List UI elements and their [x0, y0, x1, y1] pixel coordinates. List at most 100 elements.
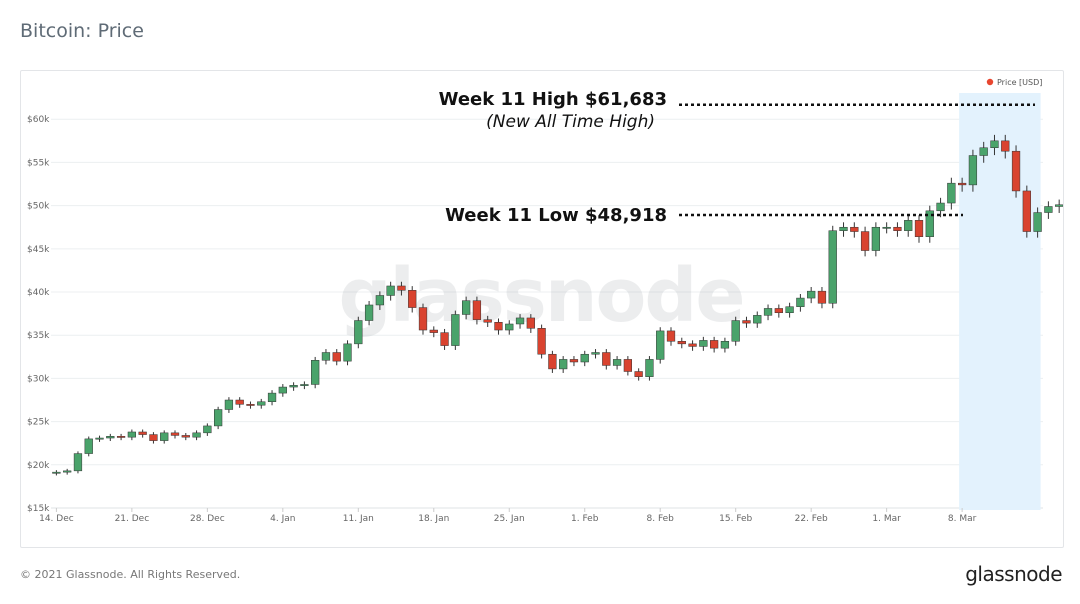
candle — [192, 432, 201, 438]
candle — [817, 290, 827, 304]
candle — [138, 431, 147, 435]
candle — [332, 352, 341, 362]
x-tick-label: 8. Mar — [948, 514, 977, 524]
candle — [418, 307, 428, 331]
candle — [580, 353, 589, 363]
candles — [52, 134, 1063, 476]
candle — [149, 434, 158, 441]
candle — [731, 320, 740, 342]
legend[interactable]: Price [USD] — [986, 78, 1043, 87]
candle — [774, 308, 783, 314]
candle — [828, 230, 837, 304]
candle — [95, 437, 104, 440]
week-11-low-label: Week 11 Low $48,918 — [445, 205, 667, 226]
candle — [569, 359, 579, 363]
candle — [515, 317, 525, 325]
candle — [343, 343, 352, 362]
x-axis: 14. Dec 21. Dec 28. Dec 4. Jan 11. Jan 18. Ja… — [39, 508, 977, 524]
candle — [526, 317, 535, 329]
x-tick-label: 14. Dec — [39, 514, 74, 524]
x-tick-label: 11. Jan — [343, 514, 374, 524]
y-tick-label: $20k — [27, 461, 50, 471]
candle — [451, 314, 460, 346]
candle — [429, 329, 438, 333]
candle — [354, 320, 363, 345]
x-tick-label: 28. Dec — [190, 514, 225, 524]
y-axis: $15k $20k $25k $30k $35k $40k $45k $50k $55k $60k — [27, 115, 50, 514]
candle — [742, 320, 751, 324]
candle — [882, 226, 891, 229]
candle — [321, 352, 331, 361]
candle — [925, 210, 934, 237]
candle — [461, 300, 471, 315]
candle — [548, 353, 557, 370]
candle — [957, 182, 967, 186]
candle — [224, 399, 234, 410]
candle — [73, 453, 83, 472]
candle — [623, 359, 633, 372]
candle — [84, 438, 93, 454]
candle — [386, 285, 395, 296]
candle — [289, 385, 298, 388]
candle — [203, 425, 212, 434]
candle — [397, 285, 406, 291]
candle — [979, 147, 988, 156]
legend-price-usd: Price [USD] — [997, 78, 1042, 87]
candle — [634, 371, 643, 377]
y-tick-label: $45k — [27, 245, 50, 255]
candle — [494, 322, 503, 331]
watermark: glassnode — [338, 253, 743, 339]
x-tick-label: 8. Feb — [647, 514, 675, 524]
candle — [688, 343, 697, 347]
candle — [170, 432, 180, 436]
candle — [213, 409, 223, 427]
copyright: © 2021 Glassnode. All Rights Reserved. — [20, 568, 241, 581]
x-tick-label: 15. Feb — [719, 514, 752, 524]
candle — [904, 220, 913, 231]
candle — [763, 308, 773, 316]
candle — [709, 340, 719, 349]
candle — [63, 470, 72, 473]
candle — [300, 384, 309, 386]
candle — [591, 352, 600, 355]
x-tick-label: 1. Mar — [872, 514, 901, 524]
candle — [753, 315, 762, 324]
candle — [52, 471, 61, 474]
brand-logo: glassnode — [965, 562, 1062, 586]
candle — [807, 290, 816, 299]
candle — [914, 220, 924, 237]
candle — [235, 399, 244, 405]
candle — [602, 352, 611, 366]
candle — [871, 226, 881, 251]
candle — [278, 386, 287, 394]
candle — [796, 297, 805, 307]
candle — [1001, 140, 1010, 152]
candle — [440, 332, 449, 346]
candle — [559, 359, 568, 370]
candle — [785, 306, 794, 314]
candle — [257, 401, 266, 406]
candle — [505, 323, 514, 331]
candle — [839, 226, 848, 231]
candle — [720, 341, 730, 349]
candle — [160, 432, 169, 441]
x-tick-label: 25. Jan — [494, 514, 525, 524]
candle — [666, 330, 676, 342]
candle — [645, 359, 654, 377]
candle — [612, 359, 622, 366]
candle — [1055, 204, 1063, 207]
candle — [106, 436, 115, 439]
y-tick-label: $40k — [27, 288, 50, 298]
annotations: Week 11 High $61,683(New All Time High) W… — [439, 89, 1035, 226]
candle — [968, 155, 978, 186]
candle — [893, 226, 902, 231]
candle — [947, 182, 956, 204]
y-tick-label: $50k — [27, 202, 50, 212]
candle — [936, 202, 945, 212]
candle — [267, 392, 277, 402]
price-chart: glassnode $15k $20k $25k $30k $35k $40k $45k $5… — [27, 78, 1063, 524]
week-11-high-sublabel: (New All Time High) — [486, 112, 655, 132]
chart-card: glassnode $15k $20k $25k $30k $35k $40k $45k $5… — [20, 70, 1064, 548]
x-tick-label: 18. Jan — [418, 514, 449, 524]
y-tick-label: $35k — [27, 331, 50, 341]
